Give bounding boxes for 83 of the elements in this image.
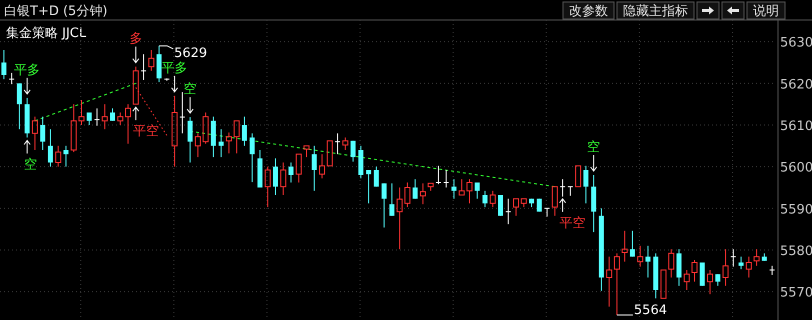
candlestick bbox=[722, 248, 729, 286]
y-tick-label: 5580 bbox=[780, 244, 812, 259]
text: 隐藏主指标 bbox=[623, 3, 688, 19]
candlestick bbox=[746, 256, 752, 278]
candlestick bbox=[180, 92, 185, 134]
annotation: 5564 bbox=[634, 303, 668, 318]
annotation: 平空 bbox=[132, 124, 159, 140]
candlestick bbox=[86, 112, 92, 126]
candlestick bbox=[40, 116, 46, 150]
candlestick bbox=[444, 170, 449, 188]
annotation: 平空 bbox=[560, 216, 586, 231]
candlestick bbox=[218, 128, 224, 158]
candlestick bbox=[622, 230, 628, 262]
y-tick-label: 5570 bbox=[780, 286, 812, 301]
candlestick bbox=[374, 166, 379, 188]
candlestick bbox=[102, 104, 108, 130]
candlestick bbox=[583, 165, 588, 204]
candlestick bbox=[436, 165, 441, 185]
candlestick bbox=[242, 116, 247, 146]
candlestick bbox=[141, 54, 146, 80]
candlestick bbox=[32, 116, 38, 150]
candlestick bbox=[250, 132, 255, 183]
candlestick bbox=[506, 198, 511, 225]
candlestick bbox=[754, 248, 760, 266]
annotation: 空 bbox=[184, 82, 197, 98]
y-tick-label: 5590 bbox=[780, 202, 812, 218]
candlestick bbox=[412, 178, 418, 200]
candlestick bbox=[482, 190, 488, 208]
candlestick bbox=[637, 245, 644, 268]
candlestick bbox=[544, 208, 550, 218]
candlestick bbox=[560, 178, 566, 198]
candlestick bbox=[9, 72, 14, 85]
candlestick bbox=[16, 82, 22, 130]
annotation: 平多 bbox=[14, 62, 40, 78]
chart-title: 白银T+D (5分钟) bbox=[4, 4, 108, 19]
candlestick bbox=[319, 154, 326, 179]
candlestick bbox=[668, 248, 674, 278]
candlestick bbox=[498, 194, 504, 216]
text: 说明 bbox=[753, 4, 779, 19]
candlestick bbox=[466, 178, 472, 204]
candlestick bbox=[48, 128, 53, 168]
candlestick bbox=[474, 182, 480, 200]
candlestick bbox=[645, 245, 650, 278]
candlestick bbox=[350, 140, 356, 162]
candlestick bbox=[738, 256, 744, 270]
candlestick bbox=[606, 256, 612, 308]
candlestick bbox=[700, 262, 705, 286]
candlestick bbox=[312, 145, 317, 192]
candlestick bbox=[366, 170, 372, 204]
y-tick-label: 5630 bbox=[780, 36, 812, 51]
annotation: 空 bbox=[587, 140, 600, 155]
candlestick bbox=[272, 158, 278, 196]
candlestick bbox=[280, 162, 286, 196]
candlestick bbox=[730, 248, 736, 268]
annotation: 5629 bbox=[174, 46, 208, 61]
candlestick bbox=[172, 95, 178, 168]
text: 改参数 bbox=[569, 4, 608, 19]
text: 集金策略 JJCL bbox=[6, 26, 87, 41]
annotation: 平多 bbox=[162, 60, 188, 76]
candlestick bbox=[715, 274, 720, 286]
candlestick bbox=[148, 50, 154, 72]
candlestick bbox=[396, 187, 403, 250]
y-tick-label: 5610 bbox=[780, 119, 812, 134]
candlestick bbox=[94, 108, 100, 126]
candlestick bbox=[264, 166, 271, 208]
candlestick bbox=[770, 265, 775, 276]
candlestick bbox=[568, 186, 573, 196]
candlestick bbox=[389, 182, 394, 216]
candlestick bbox=[420, 182, 426, 205]
candlestick bbox=[110, 108, 116, 122]
candlestick bbox=[630, 230, 635, 258]
candlestick bbox=[335, 132, 340, 155]
candlestick bbox=[382, 182, 387, 228]
candlestick bbox=[63, 145, 68, 168]
annotation: 多 bbox=[129, 32, 142, 47]
candlestick bbox=[1, 50, 6, 80]
y-tick-label: 5600 bbox=[780, 160, 812, 176]
annotation: 空 bbox=[24, 158, 38, 172]
candlestick bbox=[342, 137, 348, 150]
candlestick bbox=[451, 178, 456, 200]
candlestick bbox=[288, 162, 294, 183]
y-tick-label: 5620 bbox=[780, 77, 812, 92]
candlestick bbox=[188, 116, 193, 163]
